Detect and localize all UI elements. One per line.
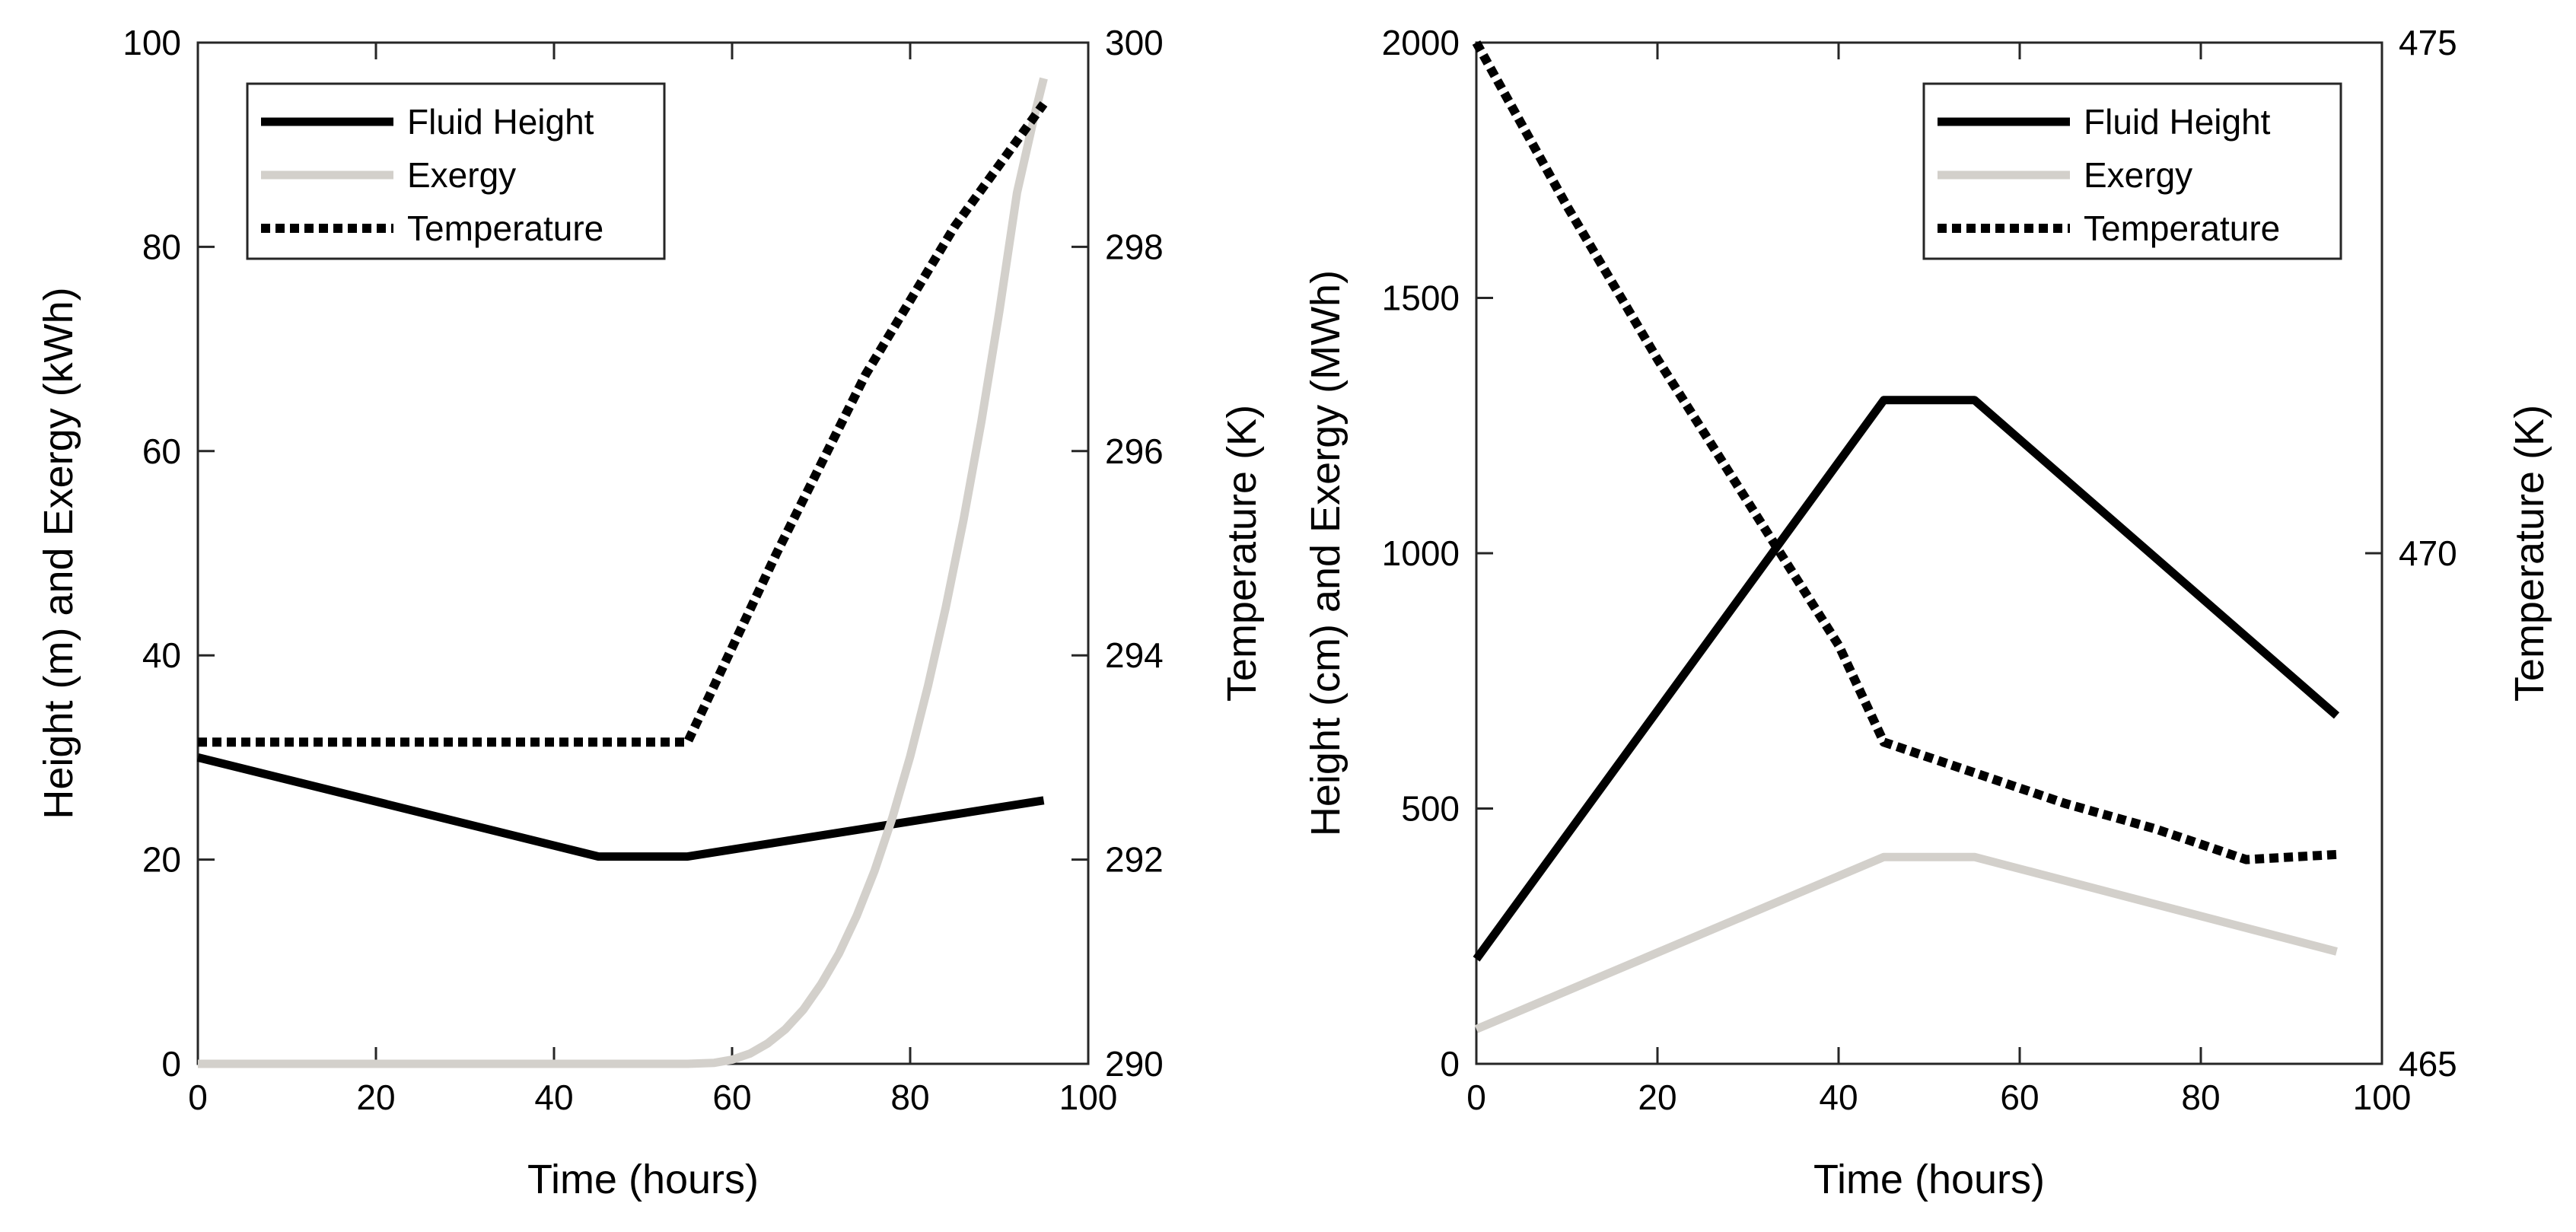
y2-tick-label: 298 xyxy=(1105,227,1164,266)
chart-right: 0 20 40 60 80 1000500100015002000465470475Tim… xyxy=(1303,23,2552,1202)
series-line-temperature xyxy=(1472,40,2337,864)
y2-tick-label: 292 xyxy=(1105,840,1164,880)
x-tick-label: 100 xyxy=(2353,1078,2412,1117)
x-tick-label: 100 xyxy=(1059,1078,1118,1117)
series-line-exergy xyxy=(198,77,1048,1068)
y-tick-label: 20 xyxy=(142,840,181,880)
y-tick-label: 60 xyxy=(142,431,181,471)
y-tick-label: 40 xyxy=(142,635,181,675)
x-tick-label: 0 xyxy=(188,1078,208,1117)
x-tick-label: 80 xyxy=(2181,1078,2220,1117)
legend-entry: Temperature xyxy=(407,209,603,248)
y-tick-label: 1000 xyxy=(1382,533,1460,573)
y2-tick-label: 296 xyxy=(1105,431,1164,471)
legend-entry: Exergy xyxy=(407,155,516,195)
x-tick-label: 40 xyxy=(534,1078,573,1117)
y2-tick-label: 465 xyxy=(2399,1044,2457,1084)
x-axis-label: Time (hours) xyxy=(1813,1157,2045,1202)
x-tick-label: 60 xyxy=(712,1078,751,1117)
x-tick-label: 40 xyxy=(1819,1078,1858,1117)
x-tick-label: 20 xyxy=(356,1078,395,1117)
legend-entry: Exergy xyxy=(2084,155,2192,195)
series-line-fluid-height xyxy=(1473,396,2340,962)
y2-tick-label: 300 xyxy=(1105,23,1164,62)
y-tick-label: 2000 xyxy=(1382,23,1460,62)
x-tick-label: 80 xyxy=(890,1078,929,1117)
y-tick-label: 1500 xyxy=(1382,279,1460,318)
y-axis-label: Height (cm) and Exergy (MWh) xyxy=(1303,270,1348,836)
series-line-exergy xyxy=(1474,852,2338,1033)
y2-tick-label: 294 xyxy=(1105,635,1164,675)
y-tick-label: 0 xyxy=(1440,1044,1460,1084)
y2-tick-label: 290 xyxy=(1105,1044,1164,1084)
legend-entry: Fluid Height xyxy=(2084,102,2271,142)
chart-left: 0 20 40 60 80 1000204060801002902922942962983… xyxy=(36,23,1265,1202)
y-tick-label: 0 xyxy=(161,1044,181,1084)
y2-axis-label: Temperature (K) xyxy=(1219,405,1265,702)
y-tick-label: 500 xyxy=(1401,789,1460,829)
series-line-temperature xyxy=(198,100,1048,747)
y-tick-label: 80 xyxy=(142,227,181,266)
legend-entry: Fluid Height xyxy=(407,102,594,142)
y2-tick-label: 475 xyxy=(2399,23,2457,62)
x-tick-label: 0 xyxy=(1466,1078,1486,1117)
x-tick-label: 60 xyxy=(2000,1078,2039,1117)
y2-tick-label: 470 xyxy=(2399,533,2457,573)
x-axis-label: Time (hours) xyxy=(527,1157,759,1202)
y2-axis-label: Temperature (K) xyxy=(2507,405,2552,702)
y-tick-label: 100 xyxy=(123,23,181,62)
legend-entry: Temperature xyxy=(2084,209,2280,248)
y-axis-label: Height (m) and Exergy (kWh) xyxy=(36,287,81,819)
series-line-fluid-height xyxy=(196,753,1045,861)
x-tick-label: 20 xyxy=(1638,1078,1676,1117)
